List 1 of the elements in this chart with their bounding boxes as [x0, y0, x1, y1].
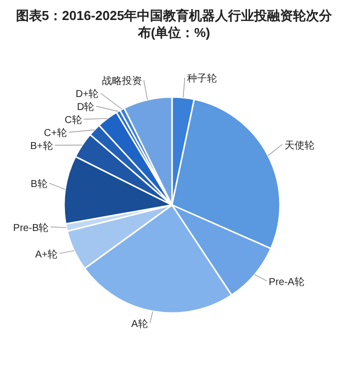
chart-title: 图表5：2016-2025年中国教育机器人行业投融资轮次分布(单位：%)	[16, 8, 334, 40]
